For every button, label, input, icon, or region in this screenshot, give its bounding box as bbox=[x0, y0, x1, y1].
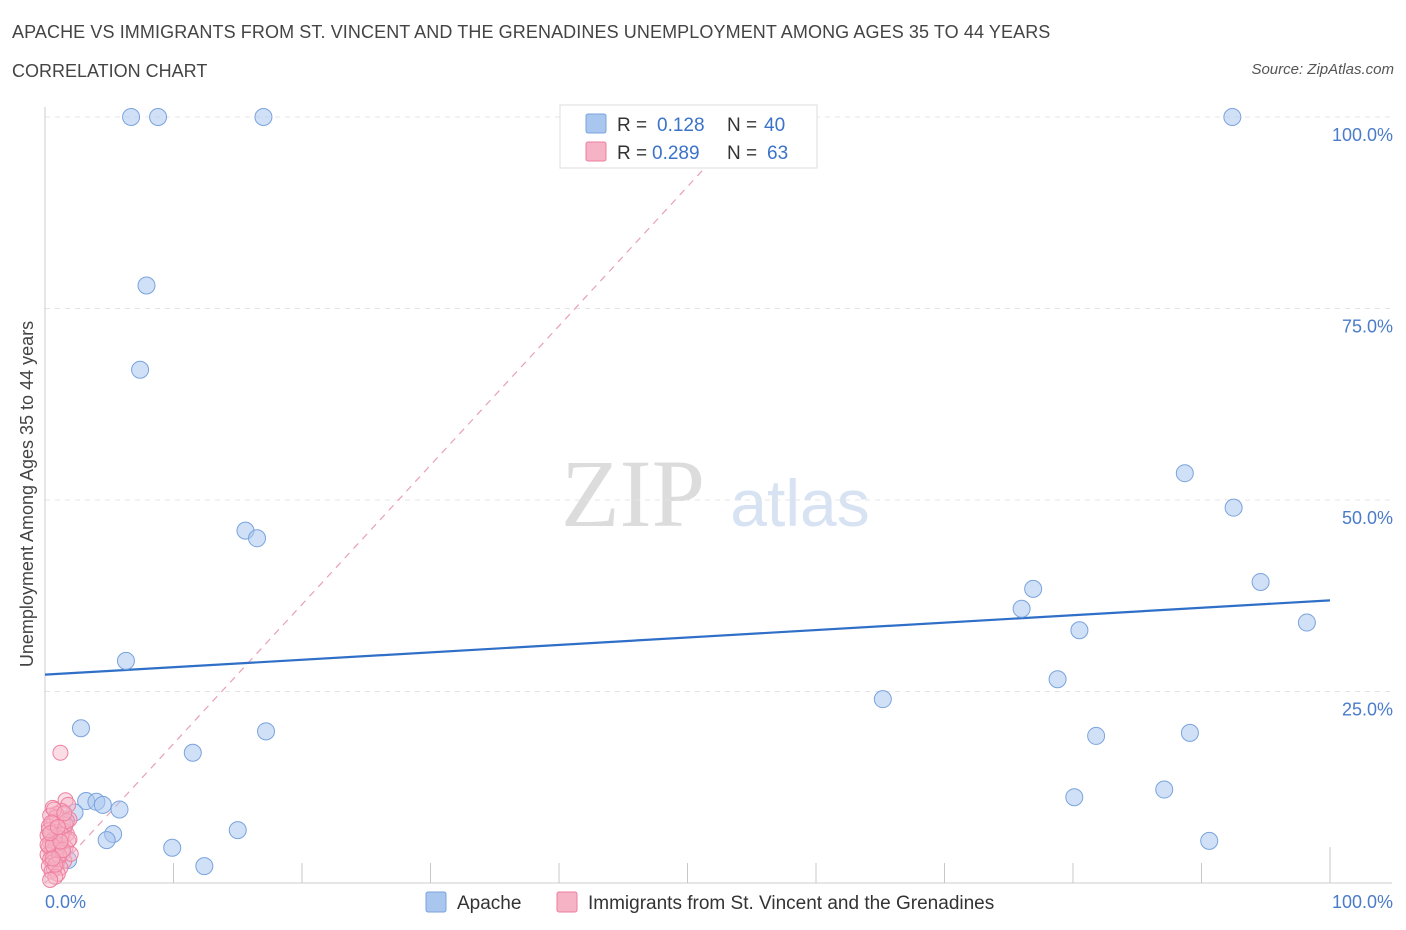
legend-r-label-st-vincent: R = bbox=[617, 143, 647, 164]
apache-point-2 bbox=[254, 108, 273, 126]
apache-point-4 bbox=[137, 276, 156, 295]
apache-point-28 bbox=[93, 795, 112, 814]
watermark-zip: ZIP bbox=[561, 440, 705, 547]
st-vincent-point-42 bbox=[47, 868, 64, 885]
apache-point-3 bbox=[1223, 108, 1242, 126]
legend-bottom-swatch-apache bbox=[425, 891, 447, 913]
apache-point-10 bbox=[1251, 572, 1270, 591]
apache-point-35 bbox=[163, 838, 182, 857]
apache-point-0 bbox=[122, 108, 141, 126]
apache-point-19 bbox=[257, 722, 276, 741]
st-vincent-point-0 bbox=[52, 744, 69, 761]
apache-point-34 bbox=[228, 821, 247, 840]
apache-point-24 bbox=[1155, 780, 1174, 799]
st-vincent-point-1 bbox=[57, 792, 74, 809]
source-label: Source: ZipAtlas.com bbox=[1251, 61, 1394, 78]
legend-bottom-label-apache: Apache bbox=[457, 893, 521, 914]
apache-point-11 bbox=[1297, 613, 1316, 632]
y-tick-label-1: 50.0% bbox=[1342, 508, 1393, 528]
trend-line-apache bbox=[44, 599, 1331, 676]
apache-point-8 bbox=[1175, 464, 1194, 483]
apache-point-15 bbox=[1048, 670, 1067, 689]
legend-n-label-st-vincent: N = bbox=[727, 143, 757, 164]
apache-point-20 bbox=[183, 743, 202, 762]
y-tick-label-0: 25.0% bbox=[1342, 700, 1393, 720]
apache-point-5 bbox=[131, 360, 150, 379]
apache-point-29 bbox=[110, 800, 129, 819]
grid bbox=[45, 116, 1392, 692]
legend-n-value-st-vincent: 63 bbox=[767, 143, 788, 164]
apache-point-36 bbox=[195, 857, 214, 876]
st-vincent-point-43 bbox=[42, 871, 59, 888]
apache-point-16 bbox=[873, 690, 892, 709]
st-vincent-point-61 bbox=[44, 850, 61, 867]
apache-point-17 bbox=[116, 651, 135, 670]
apache-point-13 bbox=[1012, 599, 1031, 618]
apache-point-23 bbox=[1065, 788, 1084, 807]
legend-n-label-apache: N = bbox=[727, 115, 757, 136]
apache-point-22 bbox=[1180, 723, 1199, 742]
y-tick-labels: 25.0% 50.0% 75.0% 100.0% bbox=[1332, 125, 1393, 720]
st-vincent-points bbox=[39, 744, 79, 888]
legend-r-value-apache: 0.128 bbox=[657, 115, 705, 136]
legend-top: R = 0.128 N = 40 R = 0.289 N = 63 bbox=[559, 104, 818, 169]
legend-r-value-st-vincent: 0.289 bbox=[652, 143, 700, 164]
legend-bottom-swatch-st-vincent bbox=[556, 891, 578, 913]
axes bbox=[44, 107, 1392, 884]
apache-point-7 bbox=[248, 529, 267, 548]
trend-line-st-vincent bbox=[44, 116, 753, 884]
trend-lines bbox=[44, 116, 1331, 884]
st-vincent-point-53 bbox=[45, 801, 62, 818]
apache-point-1 bbox=[149, 108, 168, 126]
legend-r-label-apache: R = bbox=[617, 115, 647, 136]
y-axis-label: Unemployment Among Ages 35 to 44 years bbox=[17, 321, 37, 667]
watermark: ZIP atlas bbox=[561, 440, 870, 547]
st-vincent-point-62 bbox=[56, 805, 73, 822]
x-tick-label-1: 100.0% bbox=[1332, 892, 1393, 912]
legend-bottom: Apache Immigrants from St. Vincent and t… bbox=[425, 891, 994, 914]
apache-point-12 bbox=[1024, 579, 1043, 598]
x-tick-label-0: 0.0% bbox=[45, 892, 86, 912]
legend-swatch-st-vincent bbox=[585, 141, 607, 162]
apache-point-33 bbox=[97, 831, 116, 850]
st-vincent-point-60 bbox=[49, 819, 66, 836]
st-vincent-point-49 bbox=[44, 837, 61, 854]
legend-bottom-label-st-vincent: Immigrants from St. Vincent and the Gren… bbox=[588, 893, 994, 914]
legend-n-value-apache: 40 bbox=[764, 115, 785, 136]
y-tick-label-2: 75.0% bbox=[1342, 317, 1393, 337]
apache-point-9 bbox=[1224, 498, 1243, 517]
apache-point-21 bbox=[1087, 726, 1106, 745]
apache-point-25 bbox=[1200, 831, 1219, 850]
chart-title: APACHE VS IMMIGRANTS FROM ST. VINCENT AN… bbox=[12, 22, 1051, 42]
apache-point-14 bbox=[1070, 621, 1089, 640]
legend-swatch-apache bbox=[585, 113, 607, 134]
apache-point-18 bbox=[71, 719, 90, 738]
x-tick-labels: 0.0% 100.0% bbox=[45, 892, 1393, 912]
watermark-atlas: atlas bbox=[730, 466, 869, 540]
chart-subtitle: CORRELATION CHART bbox=[12, 61, 208, 81]
y-tick-label-3: 100.0% bbox=[1332, 125, 1393, 145]
